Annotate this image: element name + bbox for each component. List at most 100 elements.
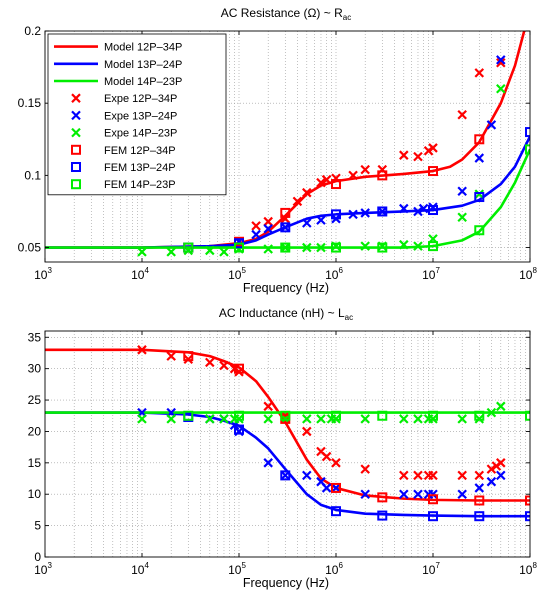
y-tick-label: 0.1	[24, 168, 41, 182]
x-axis-label: Frequency (Hz)	[243, 576, 329, 590]
point-expe-14p-23p	[457, 212, 467, 223]
point-x-marker-5	[399, 414, 409, 424]
point-expe-13p-24p	[263, 224, 273, 234]
x-tick-label: 104	[131, 266, 149, 282]
point-fem-12p-34p	[377, 170, 388, 181]
tick-marks	[44, 331, 531, 558]
point-expe-14p-23p	[399, 239, 409, 250]
point-x-marker-5	[496, 401, 506, 412]
legend-item-expe-13p-24p: Expe 13P–24P	[71, 110, 177, 122]
legend-label: FEM 12P–34P	[104, 145, 176, 157]
point-square-marker-6	[377, 492, 388, 503]
legend-item-model-12p-34p: Model 12P–34P	[54, 42, 182, 54]
legend-item-fem-13p-24p: FEM 13P–24P	[71, 162, 176, 174]
plot-background	[45, 331, 530, 557]
point-x-marker-4	[474, 483, 485, 493]
point-x-marker-4	[331, 483, 341, 493]
legend-label: FEM 13P–24P	[104, 162, 176, 174]
x-tick-label: 107	[422, 266, 440, 282]
point-x-marker-5	[137, 414, 147, 424]
point-fem-13p-24p	[525, 127, 530, 138]
legend-label: Model 12P–34P	[104, 42, 182, 54]
point-expe-12p-34p	[348, 170, 358, 181]
point-fem-14p-23p	[183, 242, 194, 253]
point-x-marker-4	[263, 458, 273, 468]
plot-area: 103 104 105 106 107 108 0 5 10 15 20 25 30 35	[28, 330, 538, 577]
point-square-marker-6	[331, 482, 341, 493]
point-x-marker-3	[360, 464, 370, 474]
y-tick-label: 0.15	[18, 96, 42, 110]
x-tick-label: 103	[34, 266, 52, 282]
point-expe-13p-24p	[377, 206, 388, 217]
legend-label: Model 14P–23P	[104, 76, 182, 88]
chart-ac-inductance: AC Inductance (nH) ~ Lac 103 104 105 106 107…	[28, 306, 538, 590]
axes-frame	[44, 30, 531, 263]
legend-swatch	[71, 179, 81, 190]
point-square-marker-7	[234, 424, 244, 435]
point-x-marker-3	[496, 458, 506, 468]
point-x-marker-3	[219, 360, 229, 371]
point-square-marker-8	[428, 410, 438, 421]
point-expe-13p-24p	[474, 153, 485, 163]
point-x-marker-4	[457, 489, 467, 499]
point-expe-12p-34p	[316, 177, 326, 188]
point-expe-12p-34p	[302, 187, 312, 198]
point-x-marker-4	[321, 483, 332, 493]
x-tick-label: 104	[131, 561, 149, 577]
point-expe-14p-23p	[166, 247, 176, 257]
point-fem-13p-24p	[377, 206, 388, 217]
point-fem-12p-34p	[331, 179, 341, 190]
point-fem-14p-23p	[525, 144, 530, 155]
point-x-marker-5	[457, 414, 467, 424]
legend-item-expe-12p-34p: Expe 12P–34P	[71, 93, 177, 105]
x-tick-label: 105	[228, 266, 246, 282]
y-tick-label: 20	[28, 424, 42, 438]
point-expe-13p-24p	[486, 120, 497, 130]
point-square-marker-7	[525, 511, 530, 522]
y-tick-label: 35	[28, 330, 42, 344]
point-fem-14p-23p	[280, 242, 291, 253]
point-x-marker-3	[331, 458, 341, 468]
legend: Model 12P–34P Model 13P–24P Model 14P–23P E…	[47, 33, 227, 196]
point-fem-13p-24p	[280, 222, 291, 233]
x-tick-label: 106	[325, 266, 343, 282]
point-expe-13p-24p	[360, 208, 370, 218]
y-tick-label: 15	[28, 456, 42, 470]
point-expe-12p-34p	[428, 143, 438, 153]
point-square-marker-6	[183, 351, 194, 362]
point-square-marker-8	[183, 410, 194, 421]
point-expe-12p-34p	[457, 109, 467, 120]
point-fem-14p-23p	[234, 242, 244, 253]
point-x-marker-4	[280, 470, 291, 481]
point-square-marker-8	[331, 410, 341, 421]
legend-label: Expe 14P–23P	[104, 128, 177, 140]
point-square-marker-6	[525, 495, 530, 506]
point-square-marker-6	[474, 495, 485, 506]
point-x-marker-3	[457, 470, 467, 481]
series-line-line-1	[45, 411, 530, 518]
legend-label: FEM 14P–23P	[104, 179, 176, 191]
point-expe-13p-24p	[428, 202, 438, 212]
point-square-marker-8	[525, 410, 530, 421]
series-group	[45, 31, 530, 257]
point-expe-12p-34p	[292, 196, 303, 207]
point-fem-14p-23p	[377, 242, 388, 253]
point-x-marker-3	[428, 470, 438, 481]
point-x-marker-4	[486, 476, 497, 487]
point-expe-13p-24p	[413, 206, 423, 217]
point-x-marker-5	[166, 414, 176, 424]
legend-swatch	[71, 162, 81, 172]
point-expe-14p-23p	[219, 247, 229, 257]
point-square-marker-7	[474, 511, 485, 522]
point-x-marker-3	[413, 470, 423, 481]
point-x-marker-4	[360, 489, 370, 499]
point-expe-12p-34p	[496, 57, 506, 68]
legend-label: Expe 12P–34P	[104, 93, 177, 105]
point-x-marker-5	[302, 414, 312, 424]
point-expe-14p-23p	[205, 245, 215, 256]
legend-swatch	[71, 144, 81, 155]
series-group	[45, 345, 530, 522]
point-square-marker-7	[331, 506, 341, 517]
point-x-marker-3	[166, 351, 176, 361]
x-tick-label: 108	[519, 266, 537, 282]
